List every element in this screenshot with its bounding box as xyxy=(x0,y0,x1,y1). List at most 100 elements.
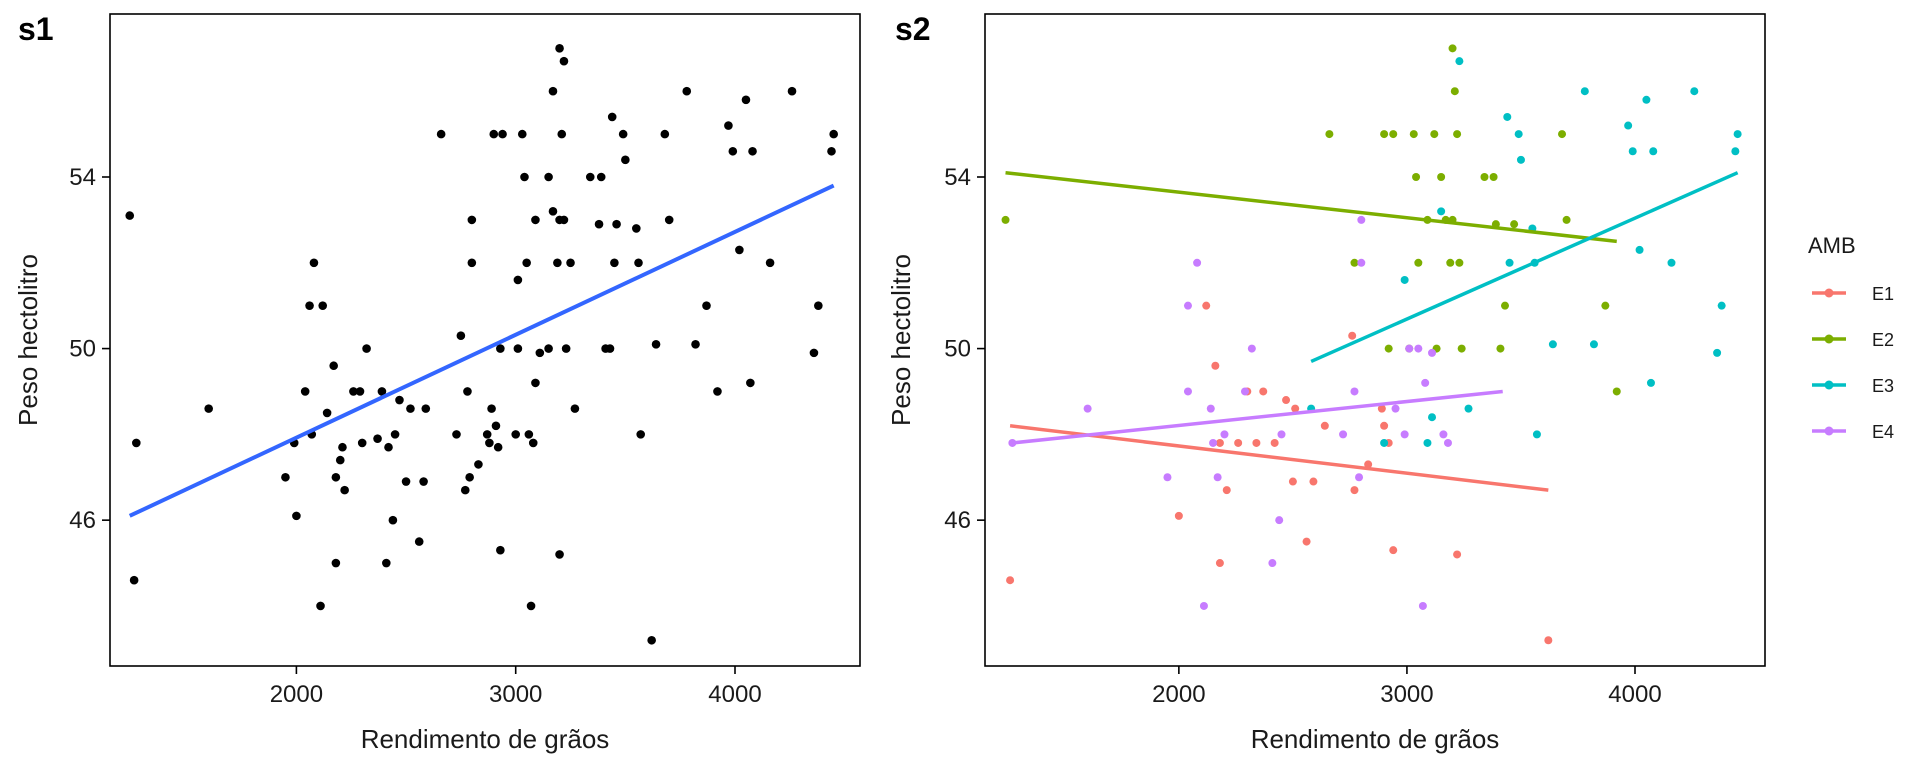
x-axis-title: Rendimento de grãos xyxy=(1251,724,1500,754)
data-point-e3 xyxy=(1717,301,1726,310)
y-tick-label: 46 xyxy=(69,507,96,534)
data-point xyxy=(735,245,744,255)
data-point-e1 xyxy=(1380,421,1389,430)
data-point xyxy=(561,344,571,353)
legend-item-e2: E2 xyxy=(1812,330,1894,350)
data-point xyxy=(513,275,523,285)
data-point xyxy=(382,558,391,568)
x-tick-label: 3000 xyxy=(489,681,542,708)
data-point-e1 xyxy=(1174,511,1183,520)
data-point-e1 xyxy=(1270,438,1279,447)
data-point xyxy=(555,550,564,559)
trend-line-e2 xyxy=(1005,170,1617,244)
data-point-e2 xyxy=(1562,215,1571,224)
data-point xyxy=(809,348,819,358)
legend-key-point xyxy=(1824,288,1834,298)
data-point xyxy=(559,56,569,66)
data-point-e2 xyxy=(1510,220,1519,229)
data-point-e3 xyxy=(1580,87,1589,96)
y-tick-label: 54 xyxy=(69,164,96,191)
data-point-e1 xyxy=(1309,477,1318,486)
data-point xyxy=(531,378,540,388)
data-point-e4 xyxy=(1414,344,1423,353)
panel-label-s2: s2 xyxy=(895,11,931,47)
data-point-e2 xyxy=(1457,344,1466,353)
data-point xyxy=(467,215,477,225)
data-point-e1 xyxy=(1389,546,1398,555)
x-tick-label: 4000 xyxy=(708,681,761,708)
data-point xyxy=(329,361,338,371)
data-point-e4 xyxy=(1275,516,1284,525)
data-point xyxy=(496,545,505,555)
data-point xyxy=(787,86,797,96)
data-point xyxy=(460,485,470,495)
data-point xyxy=(467,258,477,268)
data-point xyxy=(535,348,545,358)
data-point xyxy=(664,215,674,225)
data-point-e3 xyxy=(1423,438,1432,447)
legend-key-point xyxy=(1824,426,1834,436)
data-point-e3 xyxy=(1455,57,1464,66)
data-point xyxy=(746,378,755,388)
data-point xyxy=(377,387,387,396)
y-tick-label: 54 xyxy=(944,164,971,191)
data-point-e2 xyxy=(1450,87,1459,96)
data-point xyxy=(634,258,643,268)
data-point xyxy=(524,430,534,439)
data-point-e2 xyxy=(1001,215,1010,224)
data-point-e3 xyxy=(1713,348,1722,357)
data-point-e4 xyxy=(1400,430,1409,439)
legend-label: E4 xyxy=(1872,422,1894,442)
data-point-e3 xyxy=(1532,430,1541,439)
data-point xyxy=(496,344,505,353)
data-point xyxy=(548,207,558,216)
data-point xyxy=(544,172,553,182)
data-point-e2 xyxy=(1350,258,1359,267)
data-point xyxy=(132,438,141,448)
data-point-e2 xyxy=(1380,130,1389,139)
data-point xyxy=(452,430,461,439)
data-point-e4 xyxy=(1183,387,1192,396)
data-point-e2 xyxy=(1325,130,1334,139)
data-point-e1 xyxy=(1364,460,1373,469)
data-point xyxy=(513,344,523,353)
data-point-e3 xyxy=(1624,121,1633,130)
data-point xyxy=(814,301,823,310)
data-point xyxy=(491,421,501,431)
data-point xyxy=(395,395,404,405)
data-point-e4 xyxy=(1183,301,1192,310)
data-point-e2 xyxy=(1414,258,1423,267)
data-point xyxy=(340,485,349,495)
data-point xyxy=(331,472,341,482)
data-point xyxy=(682,86,692,96)
y-axis-title: Peso hectolitro xyxy=(886,254,916,426)
data-point-e3 xyxy=(1503,112,1512,121)
data-point-e2 xyxy=(1496,344,1505,353)
legend-key-point xyxy=(1824,334,1834,344)
data-point-e1 xyxy=(1377,404,1386,413)
data-point-e4 xyxy=(1391,404,1400,413)
data-point-e4 xyxy=(1277,430,1286,439)
data-point xyxy=(605,344,615,353)
data-point xyxy=(691,339,700,349)
data-point-e1 xyxy=(1288,477,1297,486)
data-point xyxy=(610,258,619,268)
data-point xyxy=(660,129,670,139)
data-point xyxy=(557,129,567,139)
data-point-e1 xyxy=(1252,438,1261,447)
data-point xyxy=(526,601,536,611)
data-point xyxy=(728,146,738,156)
data-point-e2 xyxy=(1453,130,1462,139)
data-point xyxy=(489,129,499,139)
x-axis-title: Rendimento de grãos xyxy=(361,724,610,754)
data-point-e4 xyxy=(1163,473,1172,482)
data-point xyxy=(553,258,562,268)
data-point-e1 xyxy=(1215,438,1224,447)
data-point xyxy=(357,438,367,448)
data-point-e4 xyxy=(1199,601,1208,610)
data-point-e3 xyxy=(1548,340,1557,349)
data-point-e4 xyxy=(1241,387,1249,396)
data-point-e1 xyxy=(1291,404,1300,413)
legend-title: AMB xyxy=(1808,233,1856,258)
data-point-e3 xyxy=(1635,245,1644,254)
